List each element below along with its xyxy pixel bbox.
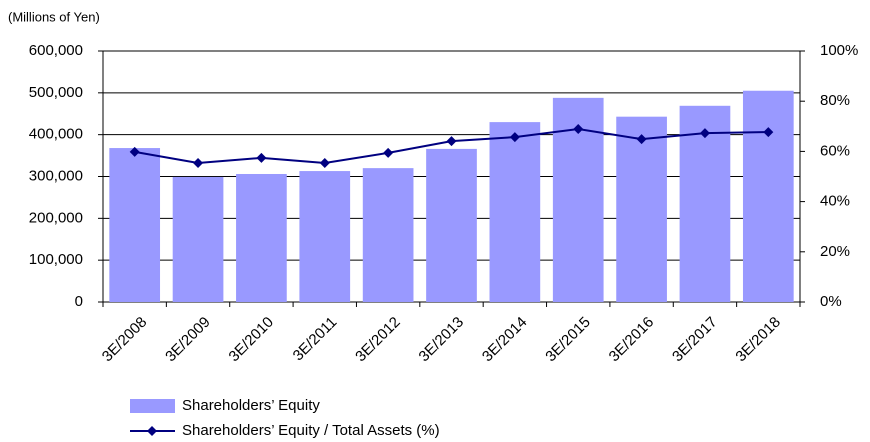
legend-label: Shareholders’ Equity [182,397,320,414]
bar [426,148,477,302]
line-marker [636,134,647,145]
line-marker [509,132,520,143]
bar [236,173,287,302]
y2-tick-label: 80% [820,92,850,109]
y-tick-label: 500,000 [29,84,83,101]
line-marker [573,124,584,135]
y-tick-label: 400,000 [29,126,83,143]
legend-marker [147,426,157,436]
x-tick-label: 3E/2014 [479,314,531,366]
y-tick-label: 600,000 [29,42,83,59]
bar [172,176,224,302]
legend-swatch [130,399,175,413]
x-tick-label: 3E/2011 [290,314,341,365]
y2-tick-label: 40% [820,193,850,210]
legend-label: Shareholders’ Equity / Total Assets (%) [182,422,440,439]
line-marker [699,128,710,139]
bar [109,148,161,302]
line-marker [763,127,774,138]
x-tick-label: 3E/2013 [416,314,468,366]
line-marker [129,146,140,157]
y-tick-label: 0 [75,293,83,310]
line-marker [446,136,457,147]
y2-tick-label: 0% [820,293,842,310]
bar [742,90,794,302]
line-marker [256,152,267,163]
bar [679,105,731,302]
bar [299,171,351,302]
y2-tick-label: 20% [820,243,850,260]
x-tick-label: 3E/2012 [352,314,404,366]
bar [362,168,414,302]
y2-tick-label: 60% [820,142,850,159]
y-tick-label: 200,000 [29,209,83,226]
y-tick-label: 300,000 [29,167,83,184]
line-marker [193,157,204,168]
x-tick-label: 3E/2009 [162,314,214,366]
x-tick-label: 3E/2017 [669,314,721,366]
y-tick-label: 100,000 [29,251,83,268]
bar [616,116,667,302]
x-tick-label: 3E/2008 [99,314,151,366]
bar [489,122,541,302]
y-unit-label: (Millions of Yen) [8,9,100,24]
line-marker [383,147,394,158]
y2-tick-label: 100% [820,42,858,59]
x-tick-label: 3E/2018 [732,314,784,366]
x-tick-label: 3E/2015 [542,314,594,366]
x-tick-label: 3E/2016 [606,314,658,366]
x-tick-label: 3E/2010 [226,314,278,366]
line-marker [319,157,330,168]
